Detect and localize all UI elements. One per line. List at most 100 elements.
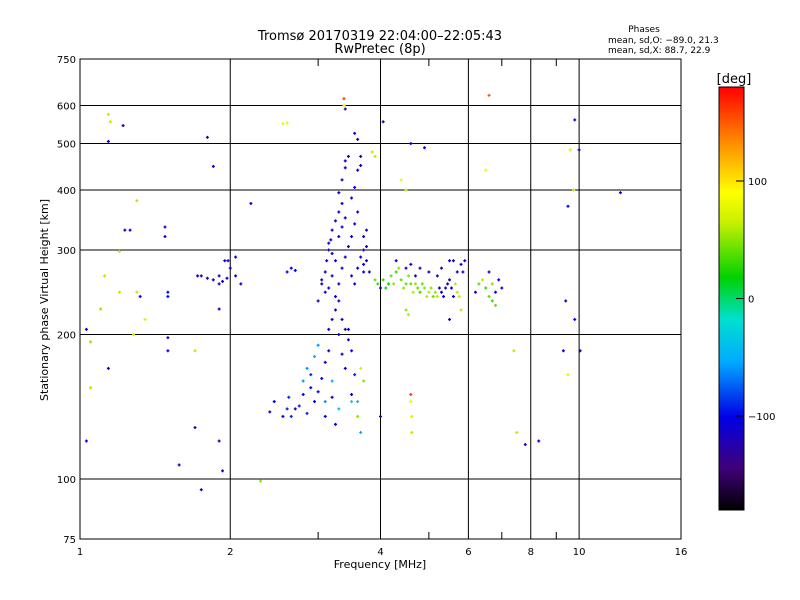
y-tick-label: 200 — [57, 331, 76, 342]
data-point — [386, 282, 390, 286]
data-point — [356, 137, 360, 141]
data-point — [353, 185, 357, 189]
data-point — [573, 317, 577, 321]
data-point — [343, 366, 347, 370]
data-point — [325, 259, 329, 263]
data-point — [455, 290, 459, 294]
data-point — [221, 469, 225, 473]
data-point — [330, 379, 334, 383]
data-point — [99, 307, 103, 311]
data-point — [301, 393, 305, 397]
data-point — [128, 228, 132, 232]
y-tick-label: 400 — [57, 186, 76, 197]
data-point — [340, 352, 344, 356]
data-point — [356, 400, 360, 404]
data-point — [343, 216, 347, 220]
colorbar: [deg] 100 0 −100 — [717, 72, 775, 511]
data-point — [451, 259, 455, 263]
data-point — [406, 274, 410, 278]
data-point — [490, 282, 494, 286]
data-point — [166, 336, 170, 340]
data-point — [362, 248, 366, 252]
data-point — [404, 308, 408, 312]
data-point — [427, 290, 431, 294]
data-point — [409, 142, 413, 146]
data-point — [448, 317, 452, 321]
data-point — [211, 164, 215, 168]
data-point — [193, 349, 197, 353]
data-point — [444, 286, 448, 290]
data-point — [350, 349, 354, 353]
data-point — [433, 290, 437, 294]
data-point — [337, 191, 341, 195]
data-point — [365, 245, 369, 249]
data-point — [205, 276, 209, 280]
data-point — [337, 299, 341, 303]
data-point — [143, 317, 147, 321]
data-point — [487, 295, 491, 299]
data-point — [461, 270, 465, 274]
data-point — [196, 274, 200, 278]
data-point — [427, 270, 431, 274]
data-point — [166, 295, 170, 299]
data-point — [163, 225, 167, 229]
data-point — [406, 313, 410, 317]
y-axis-label: Stationary phase Virtual Height [km] — [38, 199, 51, 401]
data-point — [353, 373, 357, 377]
data-point — [346, 327, 350, 331]
data-point — [379, 286, 382, 290]
data-point — [420, 282, 424, 286]
data-point — [409, 393, 413, 397]
data-point — [451, 295, 455, 299]
x-tick-label: 4 — [377, 547, 383, 558]
data-point — [381, 278, 385, 282]
legend-line-o: mean, sd,O: −89.0, 21.3 — [608, 36, 719, 46]
x-tick-labels: 1 2 4 6 8 10 16 — [77, 547, 688, 558]
data-point — [225, 276, 229, 280]
data-point — [135, 199, 139, 203]
data-point — [440, 290, 444, 294]
data-point — [333, 308, 337, 312]
plot-frame — [79, 58, 682, 540]
data-point — [362, 262, 366, 266]
data-point — [132, 333, 136, 337]
data-point — [106, 366, 110, 370]
data-point — [327, 286, 331, 290]
data-point — [429, 286, 433, 290]
data-point — [431, 295, 435, 299]
data-point — [163, 235, 167, 239]
data-point — [394, 259, 398, 263]
data-point — [346, 245, 350, 249]
data-point — [537, 439, 541, 443]
data-point — [343, 166, 347, 170]
data-point — [394, 270, 398, 274]
data-point — [330, 274, 334, 278]
data-point — [404, 266, 408, 270]
data-point — [343, 159, 347, 163]
data-point — [437, 286, 441, 290]
data-point — [404, 282, 408, 286]
data-point — [342, 104, 346, 108]
data-point — [323, 360, 327, 364]
x-tick-label: 10 — [573, 547, 586, 558]
data-point — [323, 290, 327, 294]
data-point — [135, 290, 139, 294]
data-point — [333, 295, 337, 299]
y-tick-labels: 75 100 200 300 400 500 600 750 — [57, 55, 76, 546]
data-point — [199, 488, 203, 492]
data-point — [330, 317, 334, 321]
data-point — [259, 479, 263, 483]
data-point — [342, 97, 346, 101]
data-point — [340, 225, 344, 229]
data-point — [330, 252, 334, 256]
data-point — [281, 122, 285, 126]
data-point — [484, 168, 488, 172]
plot-grid — [80, 59, 681, 539]
data-point — [239, 282, 243, 286]
colorbar-tick-label: −100 — [748, 412, 775, 423]
data-point — [281, 414, 285, 418]
data-point — [333, 259, 337, 263]
data-point — [234, 274, 238, 278]
data-point — [435, 295, 439, 299]
data-point — [362, 379, 366, 383]
